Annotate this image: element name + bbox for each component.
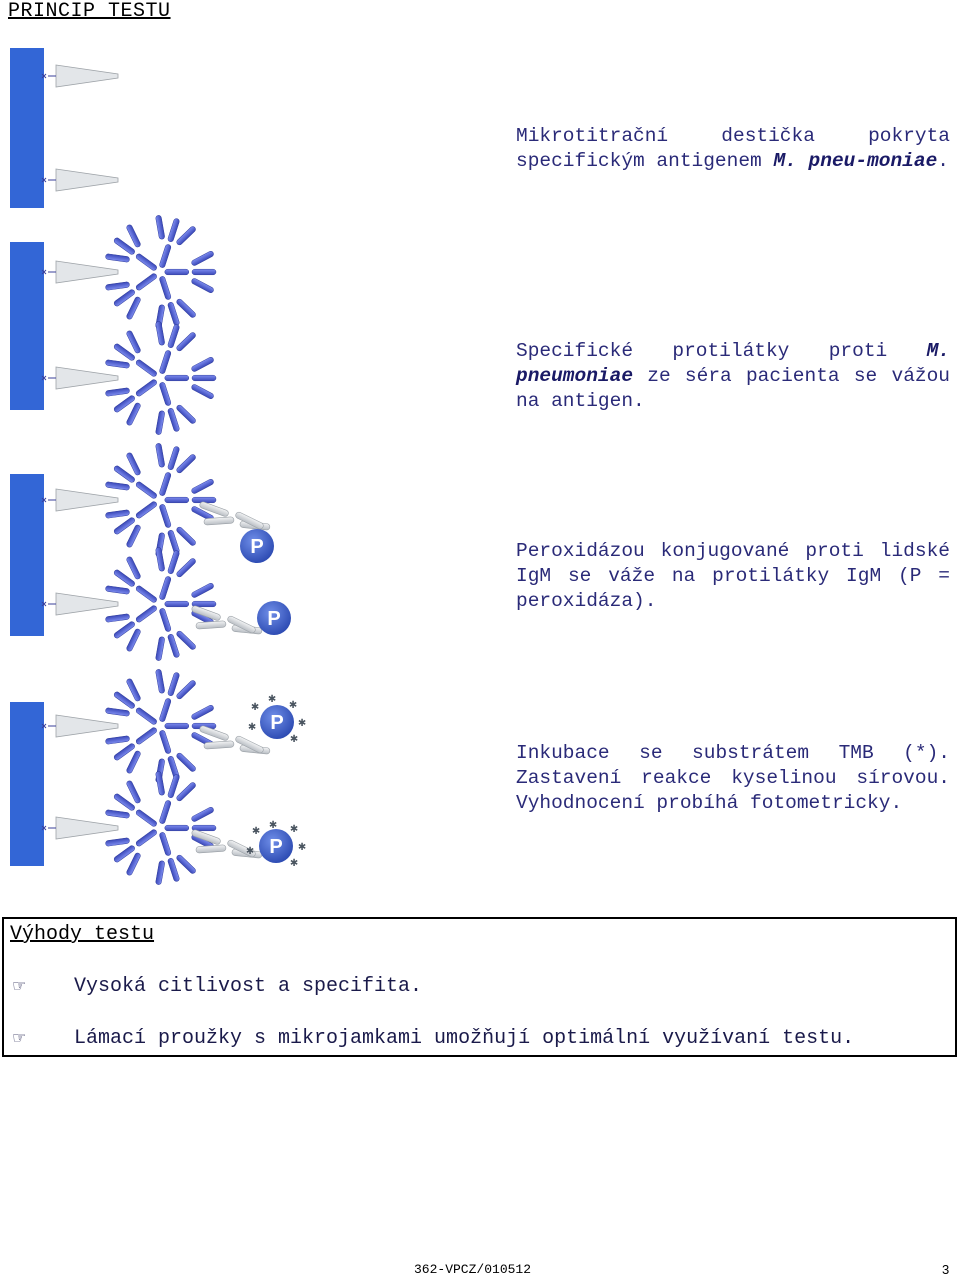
section-title: PRINCIP TESTU [8, 0, 171, 23]
advantages-box: Výhody testu ☞ Vysoká citlivost a specifi… [2, 917, 957, 1057]
pointing-hand-icon: ☞ [12, 976, 27, 995]
advantages-title: Výhody testu [10, 923, 155, 946]
step4-plate: P P [10, 666, 307, 888]
step3-plate: P P [10, 440, 291, 664]
plate-well-wall [10, 474, 44, 636]
peroxidase-marker: P [240, 529, 274, 563]
peroxidase-marker: P [257, 601, 291, 635]
step-1-description: Mikrotitrační destička pokryta specifick… [516, 125, 950, 172]
advantage-item: ☞ Lámací proužky s mikrojamkami umožňují … [12, 1027, 855, 1050]
elisa-principle-diagram: ✱ P P [10, 48, 307, 900]
pointing-hand-icon: ☞ [12, 1028, 27, 1047]
igm-antibody [102, 318, 216, 438]
igm-antibody [102, 212, 216, 332]
plate-well-wall [10, 48, 44, 208]
advantage-item: ☞ Vysoká citlivost a specifita. [12, 975, 423, 998]
antigen [41, 168, 119, 192]
plate-well-wall [10, 702, 44, 866]
antigen [41, 64, 119, 88]
peroxidase-marker: P [260, 705, 294, 739]
step-3-description: Peroxidázou konjugované proti lidské IgM… [516, 540, 950, 612]
peroxidase-marker: P [259, 829, 293, 863]
igm-antibody [102, 440, 216, 560]
svg-text:P: P [269, 836, 282, 858]
document-code: 362-VPCZ/010512 [414, 1262, 532, 1277]
plate-well-wall [10, 242, 44, 410]
svg-text:P: P [267, 608, 280, 630]
svg-text:P: P [250, 536, 263, 558]
svg-text:P: P [270, 712, 283, 734]
igm-antibody [102, 666, 216, 786]
anti-igm-conjugate [199, 725, 270, 754]
step-4-description: Inkubace se substrátem TMB (*). Zastaven… [516, 742, 950, 814]
igm-antibody [102, 768, 216, 888]
step-2-description: Specifické protilátky proti M. pneumonia… [516, 340, 950, 412]
igm-antibody [102, 544, 216, 664]
step1-plate [10, 48, 119, 208]
step2-plate [10, 212, 216, 438]
page-number: 3 [942, 1262, 950, 1277]
